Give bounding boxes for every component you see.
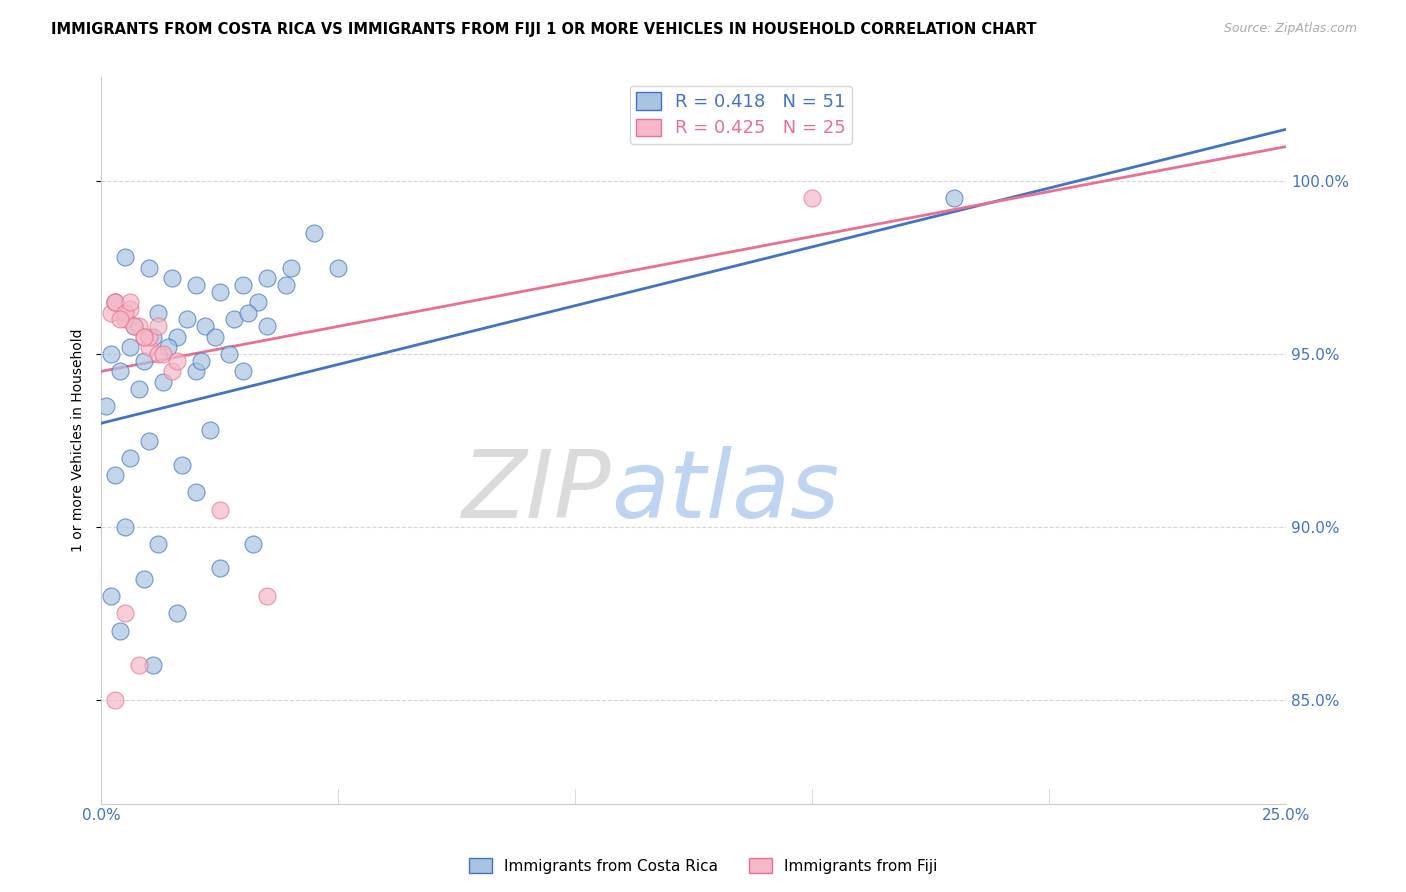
Point: [118, 295, 141, 310]
Point: [138, 434, 160, 448]
Point: [128, 658, 150, 673]
Point: [156, 340, 179, 354]
Point: [162, 364, 184, 378]
Legend: R = 0.418   N = 51, R = 0.425   N = 25: R = 0.418 N = 51, R = 0.425 N = 25: [630, 86, 852, 144]
Legend: Immigrants from Costa Rica, Immigrants from Fiji: Immigrants from Costa Rica, Immigrants f…: [463, 852, 943, 880]
Point: [146, 537, 169, 551]
Point: [108, 312, 131, 326]
Point: [128, 319, 150, 334]
Point: [100, 589, 122, 603]
Point: [132, 572, 155, 586]
Point: [256, 319, 278, 334]
Point: [108, 364, 131, 378]
Point: [166, 330, 188, 344]
Text: IMMIGRANTS FROM COSTA RICA VS IMMIGRANTS FROM FIJI 1 OR MORE VEHICLES IN HOUSEHO: IMMIGRANTS FROM COSTA RICA VS IMMIGRANTS…: [51, 22, 1036, 37]
Point: [801, 191, 824, 205]
Point: [170, 458, 193, 472]
Y-axis label: 1 or more Vehicles in Household: 1 or more Vehicles in Household: [72, 329, 86, 552]
Point: [104, 693, 127, 707]
Point: [280, 260, 302, 275]
Point: [162, 271, 184, 285]
Point: [232, 277, 254, 292]
Point: [124, 319, 146, 334]
Point: [222, 312, 245, 326]
Point: [204, 330, 226, 344]
Point: [104, 468, 127, 483]
Point: [104, 295, 127, 310]
Point: [118, 450, 141, 465]
Point: [142, 658, 165, 673]
Point: [256, 589, 278, 603]
Point: [146, 319, 169, 334]
Text: ZIP: ZIP: [461, 446, 610, 537]
Point: [200, 423, 222, 437]
Point: [146, 305, 169, 319]
Point: [114, 250, 136, 264]
Point: [184, 485, 207, 500]
Point: [256, 271, 278, 285]
Point: [142, 330, 165, 344]
Point: [184, 277, 207, 292]
Point: [236, 305, 259, 319]
Point: [184, 364, 207, 378]
Text: atlas: atlas: [610, 446, 839, 537]
Point: [114, 305, 136, 319]
Point: [166, 354, 188, 368]
Point: [146, 347, 169, 361]
Point: [132, 354, 155, 368]
Point: [274, 277, 297, 292]
Point: [104, 295, 127, 310]
Point: [114, 520, 136, 534]
Point: [100, 347, 122, 361]
Point: [138, 330, 160, 344]
Point: [166, 607, 188, 621]
Point: [328, 260, 350, 275]
Point: [132, 330, 155, 344]
Point: [138, 260, 160, 275]
Point: [194, 319, 217, 334]
Point: [208, 561, 231, 575]
Point: [190, 354, 212, 368]
Point: [100, 305, 122, 319]
Point: [114, 312, 136, 326]
Point: [218, 347, 240, 361]
Point: [132, 330, 155, 344]
Point: [208, 502, 231, 516]
Point: [176, 312, 198, 326]
Point: [152, 375, 174, 389]
Point: [118, 340, 141, 354]
Point: [108, 624, 131, 638]
Point: [242, 537, 264, 551]
Point: [118, 302, 141, 317]
Point: [138, 340, 160, 354]
Point: [104, 295, 127, 310]
Point: [128, 382, 150, 396]
Point: [114, 607, 136, 621]
Point: [943, 191, 966, 205]
Point: [124, 319, 146, 334]
Point: [94, 399, 117, 413]
Text: Source: ZipAtlas.com: Source: ZipAtlas.com: [1223, 22, 1357, 36]
Point: [208, 285, 231, 299]
Point: [304, 226, 326, 240]
Point: [246, 295, 269, 310]
Point: [152, 347, 174, 361]
Point: [232, 364, 254, 378]
